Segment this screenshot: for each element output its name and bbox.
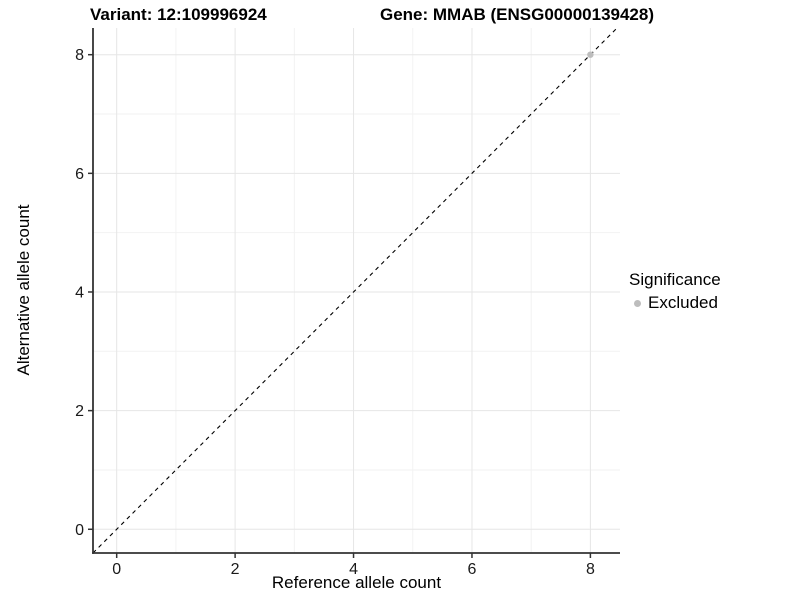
legend-item-excluded: Excluded [629,293,721,313]
y-tick-label: 0 [75,522,84,539]
plot-title-variant: Variant: 12:109996924 [90,5,267,24]
data-point [587,51,594,58]
y-tick-label: 8 [75,47,84,64]
x-axis-title: Reference allele count [271,573,442,592]
x-tick-label: 4 [349,561,358,578]
y-tick-label: 4 [75,284,84,301]
legend-title: Significance [629,270,721,289]
legend: Significance Excluded [629,270,721,313]
x-tick-label: 6 [468,561,477,578]
plot-title-gene: Gene: MMAB (ENSG00000139428) [380,5,655,24]
legend-item-label: Excluded [648,293,718,312]
identity-reference-line [92,27,618,554]
x-tick-label: 0 [112,561,121,578]
y-tick-label: 2 [75,403,84,420]
y-axis-title: Alternative allele count [14,204,33,376]
x-tick-label: 8 [586,561,595,578]
legend-point-icon [634,299,641,307]
y-tick-label: 6 [75,166,84,183]
x-tick-label: 2 [231,561,240,578]
